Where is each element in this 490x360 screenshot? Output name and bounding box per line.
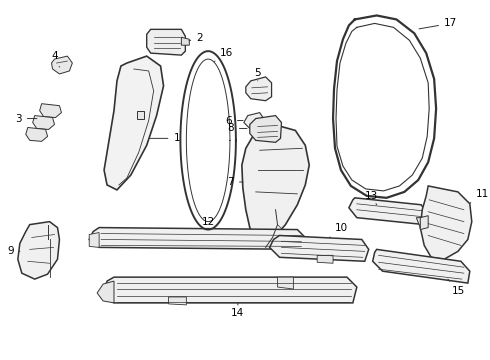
Text: 9: 9 (7, 246, 20, 256)
Polygon shape (244, 113, 264, 129)
Polygon shape (103, 277, 357, 303)
Polygon shape (246, 77, 271, 101)
Polygon shape (420, 186, 472, 259)
Polygon shape (40, 104, 61, 118)
Polygon shape (270, 235, 368, 261)
Polygon shape (242, 126, 309, 247)
Polygon shape (420, 216, 428, 230)
Polygon shape (277, 277, 294, 289)
Text: 14: 14 (231, 303, 245, 318)
Text: 2: 2 (189, 33, 203, 43)
Text: 13: 13 (365, 191, 378, 205)
Polygon shape (147, 30, 185, 55)
Text: 3: 3 (15, 113, 37, 123)
Polygon shape (373, 249, 470, 283)
Text: 10: 10 (329, 222, 348, 238)
Polygon shape (33, 116, 54, 130)
Text: 16: 16 (215, 48, 233, 62)
Text: 7: 7 (227, 177, 243, 187)
Polygon shape (250, 116, 281, 142)
Text: 15: 15 (448, 279, 465, 296)
Polygon shape (104, 56, 164, 190)
Polygon shape (169, 297, 186, 305)
Polygon shape (89, 233, 99, 247)
Polygon shape (97, 281, 114, 303)
Polygon shape (51, 56, 73, 74)
Text: 12: 12 (201, 217, 215, 230)
Polygon shape (137, 111, 144, 118)
Polygon shape (349, 198, 428, 225)
Text: 8: 8 (227, 123, 247, 134)
Text: 17: 17 (419, 18, 457, 29)
Polygon shape (18, 222, 59, 279)
Text: 5: 5 (254, 68, 261, 81)
Text: 6: 6 (225, 116, 243, 126)
Text: 1: 1 (149, 133, 180, 143)
Polygon shape (89, 228, 305, 249)
Polygon shape (317, 255, 333, 263)
Text: 11: 11 (470, 189, 489, 203)
Polygon shape (181, 37, 189, 45)
Polygon shape (416, 218, 430, 228)
Text: 4: 4 (51, 51, 59, 67)
Polygon shape (26, 127, 48, 141)
